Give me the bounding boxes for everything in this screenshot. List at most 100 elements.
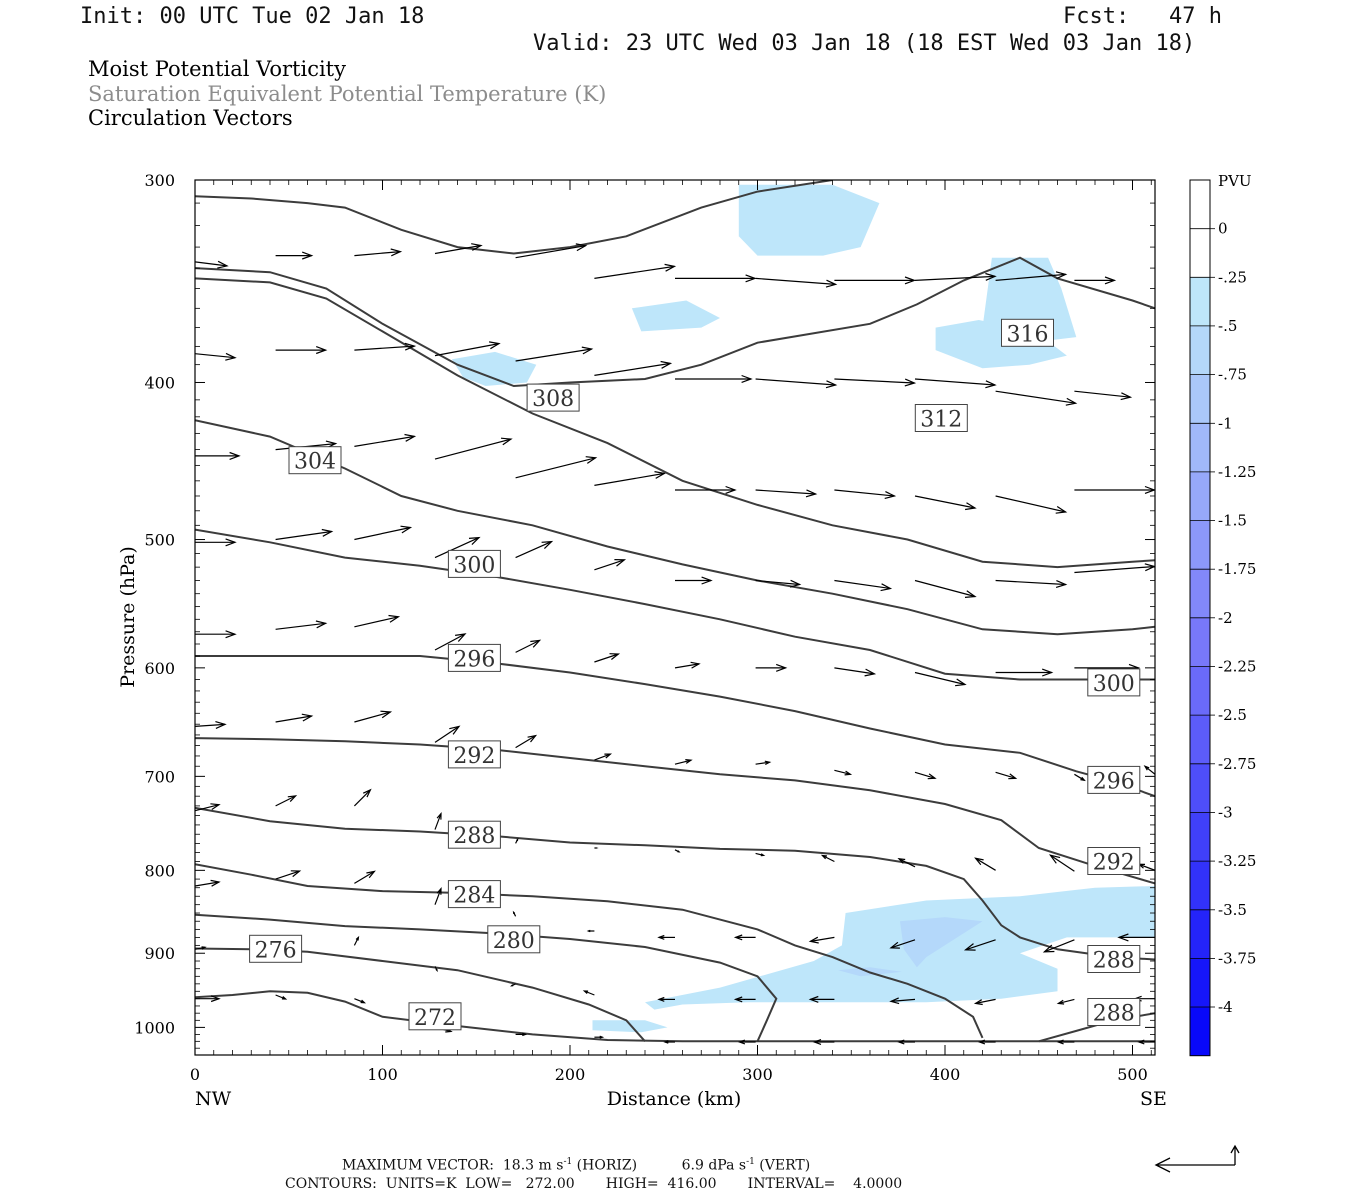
theta-es-contour <box>195 277 1155 569</box>
vector-head <box>965 502 977 511</box>
vector-shaft <box>755 378 836 386</box>
colorbar-label: -3.25 <box>1218 852 1256 870</box>
vector-head <box>210 995 221 1003</box>
colorbar-label: -1.5 <box>1218 512 1247 530</box>
circulation-vector <box>674 759 693 765</box>
pv-shaded-region <box>451 351 537 386</box>
vector-head <box>963 943 976 951</box>
colorbar-swatch <box>1190 228 1210 278</box>
vector-head <box>609 653 621 660</box>
plot-frame <box>194 179 1156 1056</box>
circulation-vector <box>914 579 977 598</box>
vector-head <box>281 996 288 1000</box>
circulation-vector <box>275 620 328 630</box>
vector-shaft <box>914 378 996 386</box>
colorbar-label: -1 <box>1218 414 1233 432</box>
vector-head <box>864 668 877 677</box>
colorbar-label: -1.25 <box>1218 463 1256 481</box>
circulation-vector <box>995 390 1078 406</box>
circulation-vector <box>755 852 766 857</box>
contour-label-box <box>1087 998 1141 1026</box>
circulation-vector <box>897 858 916 868</box>
contour-label: 304 <box>288 446 342 475</box>
circulation-vector <box>515 540 554 559</box>
vector-shaft <box>898 858 916 868</box>
contour-label: 284 <box>447 880 501 909</box>
vector-head <box>510 984 514 987</box>
circulation-vector <box>515 456 598 479</box>
contour-label: 296 <box>447 643 501 672</box>
contour-label-text: 300 <box>1093 672 1135 697</box>
colorbar-label: -2.5 <box>1218 706 1247 724</box>
circulation-vector <box>510 983 516 987</box>
colorbar-label: 0 <box>1218 220 1228 238</box>
vector-head <box>390 248 403 257</box>
vector-head <box>201 946 207 950</box>
contour-label-box <box>1087 847 1141 875</box>
vector-head <box>449 725 461 735</box>
theta-es-contour <box>195 913 778 1042</box>
circulation-vector <box>515 1032 528 1037</box>
vector-head <box>581 346 594 355</box>
vector-shaft <box>434 888 442 905</box>
vector-shaft <box>975 998 996 1004</box>
vector-shaft <box>834 489 895 497</box>
vector-head <box>225 352 237 361</box>
colorbar-label: -.5 <box>1218 317 1237 335</box>
vector-shaft <box>195 353 236 359</box>
circulation-vector <box>889 939 916 949</box>
vector-head <box>614 559 627 567</box>
contour-label: 276 <box>249 934 303 963</box>
vector-head <box>436 887 442 895</box>
vector-head <box>471 243 483 251</box>
colorbar-label: -2.25 <box>1218 658 1256 676</box>
vector-shaft <box>195 261 228 267</box>
colorbar-label: -3.75 <box>1218 949 1256 967</box>
circulation-vector <box>434 811 442 830</box>
circulation-vector <box>594 1035 605 1039</box>
vector-head <box>404 342 417 351</box>
vert-max-value: 6.9 dPa s <box>681 1157 747 1174</box>
vector-head <box>210 879 221 887</box>
colorbar-label: -3.5 <box>1218 901 1247 919</box>
circulation-vector <box>275 795 298 807</box>
colorbar-swatch <box>1190 958 1210 1008</box>
vector-head <box>701 576 713 585</box>
contour-label-box <box>1087 945 1141 973</box>
vector-shaft <box>515 457 596 479</box>
vector-head <box>775 663 788 672</box>
vector-head <box>1143 765 1150 771</box>
vector-head <box>1055 271 1068 280</box>
max-vector-line: MAXIMUM VECTOR: 18.3 m s-1 (HORIZ) 6.9 d… <box>342 1157 810 1174</box>
circulation-vector <box>755 663 788 672</box>
vector-shaft <box>275 622 326 630</box>
vector-shaft <box>890 939 916 949</box>
vector-shaft <box>434 633 466 651</box>
circulation-vector <box>1074 276 1117 285</box>
vector-shaft <box>515 541 552 559</box>
vector-shaft <box>1074 390 1131 398</box>
circulation-vector <box>1074 390 1133 401</box>
circulation-vector <box>582 990 595 996</box>
vector-head <box>812 1039 822 1045</box>
circulation-vector <box>434 966 438 973</box>
y-tick-label: 700 <box>144 767 175 786</box>
vector-head <box>599 1035 605 1039</box>
reference-vector-icon <box>1154 1144 1240 1173</box>
vector-shaft <box>975 857 996 871</box>
vector-head <box>1104 276 1117 285</box>
circulation-vector <box>657 934 675 940</box>
contour-label: 312 <box>914 404 968 433</box>
colorbar-swatch <box>1190 277 1210 326</box>
contour-label: 300 <box>447 549 501 578</box>
y-tick-label: 400 <box>144 373 175 392</box>
x-tick-label: 200 <box>555 1065 586 1084</box>
vector-shaft <box>434 244 482 255</box>
circulation-vector <box>195 803 221 812</box>
theta-es-contour <box>195 737 1155 885</box>
x-axis-title: Distance (km) <box>607 1088 742 1110</box>
circulation-vector <box>1117 933 1155 942</box>
contour-label: 296 <box>1087 765 1141 794</box>
vector-head <box>455 633 467 642</box>
